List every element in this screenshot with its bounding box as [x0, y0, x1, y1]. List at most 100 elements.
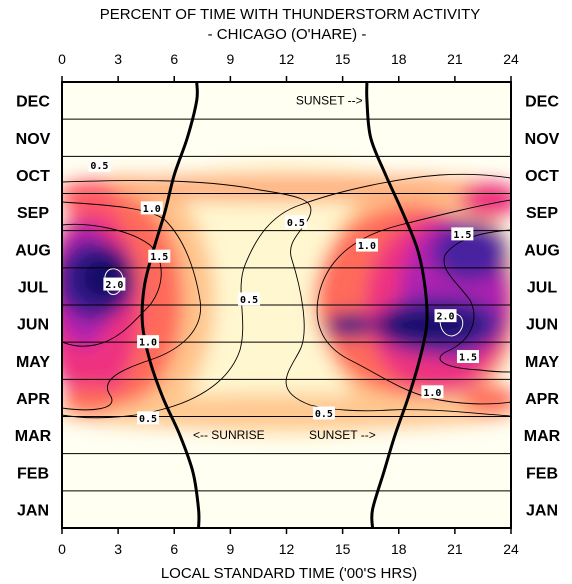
x-tick-label-top: 24: [503, 51, 519, 67]
month-label-left: OCT: [16, 168, 50, 185]
heat-blob: [460, 182, 511, 218]
curve-annotation: SUNSET -->: [309, 428, 376, 442]
contour-label-box: [148, 249, 171, 263]
x-tick-label-bottom: 0: [58, 541, 66, 557]
contour-label-box: [103, 277, 126, 291]
month-label-right: JAN: [526, 502, 558, 519]
contour-label-box: [137, 411, 160, 425]
contour-label-text: 1.0: [139, 338, 157, 349]
contour-label: 0.5: [312, 406, 335, 420]
contour-label-box: [284, 215, 307, 229]
x-axis-top: 0 3 6 9 12 15 18 21 24: [58, 51, 519, 67]
month-label-left: SEP: [17, 205, 49, 222]
contour-0-5-lower: [62, 173, 511, 419]
contour-label-text: 0.5: [139, 414, 157, 425]
x-tick-label-top: 3: [114, 51, 122, 67]
curve-annotation: <-- SUNRISE: [193, 428, 265, 442]
month-label-right: MAY: [525, 354, 559, 371]
x-tick-label-top: 21: [447, 51, 463, 67]
contour-label-box: [355, 238, 378, 252]
contour-label-text: 1.5: [459, 353, 477, 364]
annotations: <-- SUNRISE SUNSET --> <-- SUNRISE SUNSET -…: [193, 56, 376, 443]
contour-label-box: [312, 406, 335, 420]
contour-label: 1.0: [137, 335, 160, 349]
contour-1-5-right: [439, 229, 511, 373]
contour-label: 1.0: [140, 201, 163, 215]
contour-label-text: 0.5: [90, 161, 108, 172]
month-label-right: APR: [525, 391, 559, 408]
contour-label: 1.0: [355, 238, 378, 252]
month-label-right: MAR: [524, 428, 561, 445]
month-label-left: JAN: [17, 502, 49, 519]
contour-label-text: 1.0: [423, 388, 441, 399]
chart-title: PERCENT OF TIME WITH THUNDERSTORM ACTIVI…: [100, 6, 481, 23]
x-tick-label-bottom: 15: [335, 541, 351, 557]
contour-label-box: [456, 350, 479, 364]
contour-label: 1.5: [451, 227, 474, 241]
x-tick-label-top: 18: [391, 51, 407, 67]
contour-label: 1.5: [148, 249, 171, 263]
contour-label: 1.5: [456, 350, 479, 364]
contour-label-box: [88, 158, 111, 172]
contour-label: 0.5: [88, 158, 111, 172]
contour-label: 0.5: [137, 411, 160, 425]
contour-label: 1.0: [421, 385, 444, 399]
contour-label-box: [238, 292, 261, 306]
month-label-right: DEC: [525, 94, 559, 111]
contour-label-text: 1.0: [358, 241, 376, 252]
x-tick-label-bottom: 6: [170, 541, 178, 557]
month-labels-left: JAN FEB MAR APR MAY JUN JUL AUG SEP OCT NOV DEC: [15, 94, 52, 520]
x-tick-label-bottom: 12: [279, 541, 295, 557]
month-gridlines: [62, 118, 511, 492]
curve-annotation: SUNSET -->: [296, 94, 363, 108]
curve-annotation: <-- SUNRISE: [202, 56, 274, 70]
x-tick-label-bottom: 3: [114, 541, 122, 557]
month-label-left: JUL: [18, 279, 48, 296]
plot-area: <-- SUNRISE SUNSET --> <-- SUNRISE SUNSET -…: [62, 56, 511, 528]
month-label-left: MAR: [15, 428, 52, 445]
month-label-right: FEB: [526, 465, 558, 482]
contour-label-text: 2.0: [436, 312, 454, 323]
heat-blob: [325, 313, 375, 337]
x-tick-label-top: 15: [335, 51, 351, 67]
month-labels-right: JAN FEB MAR APR MAY JUN JUL AUG SEP OCT NOV DEC: [524, 94, 561, 520]
contour-label: 0.5: [238, 292, 261, 306]
x-tick-label-top: 9: [226, 51, 234, 67]
contour-label-box: [140, 201, 163, 215]
chart-subtitle: - CHICAGO (O'HARE) -: [208, 26, 367, 43]
contour-labels: 0.5 1.0 1.5 2.0 0.5 1.0 0.5 0.5 1.0 1.5 2.0 1.5 1.0 0…: [88, 158, 479, 425]
month-label-right: JUL: [527, 279, 557, 296]
x-tick-label-bottom: 18: [391, 541, 407, 557]
heat-blob: [375, 309, 485, 341]
contour-label-box: [421, 385, 444, 399]
contour-label-box: [137, 335, 160, 349]
sunrise-curve: [140, 82, 201, 528]
month-label-left: FEB: [17, 465, 49, 482]
x-tick-label-bottom: 21: [447, 541, 463, 557]
month-label-left: JUN: [17, 317, 49, 334]
x-tick-label-top: 6: [170, 51, 178, 67]
month-label-right: SEP: [526, 205, 558, 222]
contour-label-text: 0.5: [315, 409, 333, 420]
month-label-right: JUN: [526, 317, 558, 334]
contour-label: 2.0: [103, 277, 126, 291]
month-label-right: OCT: [525, 168, 559, 185]
x-tick-label-bottom: 9: [226, 541, 234, 557]
heat-blob: [462, 386, 511, 414]
x-tick-label-bottom: 24: [503, 541, 519, 557]
sunset-curve: [365, 82, 429, 528]
month-label-right: AUG: [524, 242, 560, 259]
month-label-left: APR: [16, 391, 50, 408]
heat-blob: [432, 222, 508, 282]
x-tick-label-top: 12: [279, 51, 295, 67]
x-axis-label: LOCAL STANDARD TIME ('00'S HRS): [161, 565, 417, 582]
contour-label-box: [434, 309, 457, 323]
contour-label-text: 2.0: [105, 280, 123, 291]
month-label-left: DEC: [16, 94, 50, 111]
heat-blob: [62, 386, 118, 414]
contour-label: 2.0: [434, 309, 457, 323]
contour-label: 0.5: [284, 215, 307, 229]
heat-blob: [62, 180, 120, 216]
contour-label-text: 1.5: [453, 230, 471, 241]
